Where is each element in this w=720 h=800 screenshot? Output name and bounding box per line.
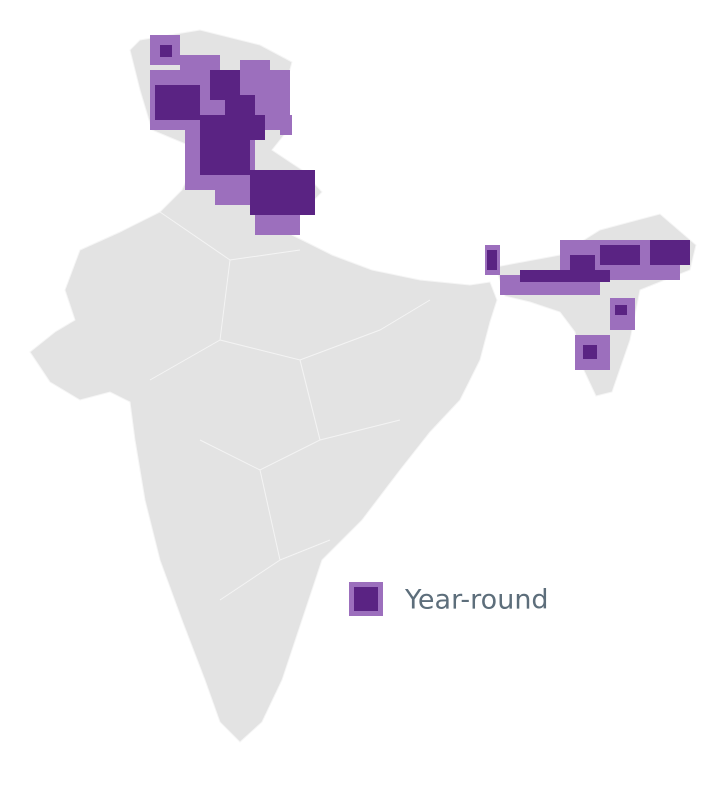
state-borders [149,211,431,601]
range-cell [570,255,595,270]
range-cell [583,345,597,359]
range-cell [215,175,255,205]
range-cell [250,170,315,215]
range-cell [155,85,200,120]
range-cell [650,240,690,265]
range-cell [160,45,172,57]
country-shape [29,29,697,743]
legend-label: Year-round [404,585,549,616]
range-cell [520,270,610,282]
legend-swatch [354,587,378,611]
range-cell [280,115,292,135]
range-cell [487,250,497,270]
range-cell [600,245,640,265]
legend: Year-round [349,582,549,616]
range-cell [240,60,270,80]
range-cell [615,305,627,315]
range-cells [150,35,690,370]
range-cell [200,115,250,175]
